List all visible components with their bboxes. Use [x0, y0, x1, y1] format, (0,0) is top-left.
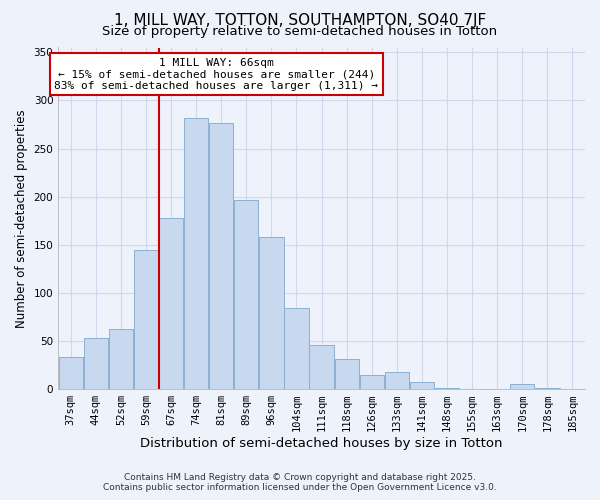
Bar	[259, 237, 284, 389]
Text: 1, MILL WAY, TOTTON, SOUTHAMPTON, SO40 7JF: 1, MILL WAY, TOTTON, SOUTHAMPTON, SO40 7…	[114, 12, 486, 28]
Bar	[234, 200, 259, 389]
Bar	[159, 218, 183, 389]
Bar	[134, 250, 158, 389]
Bar	[335, 360, 359, 389]
Y-axis label: Number of semi-detached properties: Number of semi-detached properties	[15, 109, 28, 328]
Bar	[209, 122, 233, 389]
Bar	[310, 345, 334, 389]
Bar	[435, 388, 459, 389]
Text: Contains HM Land Registry data © Crown copyright and database right 2025.
Contai: Contains HM Land Registry data © Crown c…	[103, 473, 497, 492]
Bar	[109, 330, 133, 389]
Text: Size of property relative to semi-detached houses in Totton: Size of property relative to semi-detach…	[103, 25, 497, 38]
Text: 1 MILL WAY: 66sqm
← 15% of semi-detached houses are smaller (244)
83% of semi-de: 1 MILL WAY: 66sqm ← 15% of semi-detached…	[54, 58, 378, 91]
Bar	[284, 308, 308, 389]
Bar	[385, 372, 409, 389]
Bar	[535, 388, 560, 389]
Bar	[359, 374, 384, 389]
X-axis label: Distribution of semi-detached houses by size in Totton: Distribution of semi-detached houses by …	[140, 437, 503, 450]
Bar	[184, 118, 208, 389]
Bar	[510, 384, 535, 389]
Bar	[83, 338, 108, 389]
Bar	[59, 358, 83, 389]
Bar	[410, 382, 434, 389]
